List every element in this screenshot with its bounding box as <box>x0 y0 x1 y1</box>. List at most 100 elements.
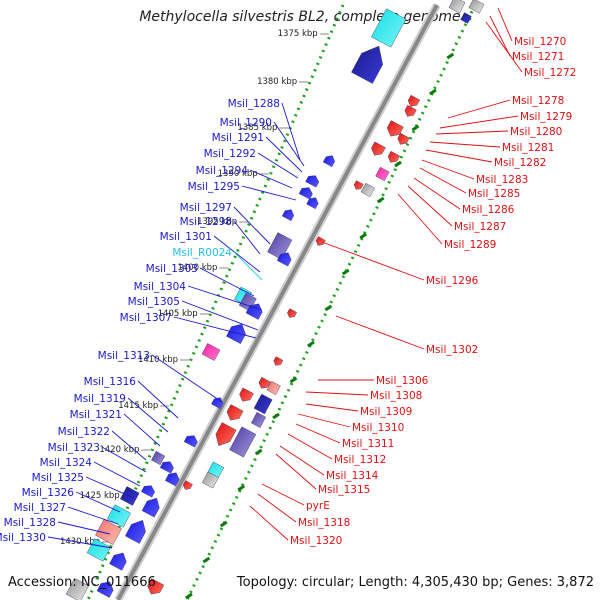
right-label-leader <box>447 99 511 119</box>
left-label-leader <box>199 267 255 297</box>
right-label-leader <box>489 15 511 57</box>
kbp-tick-label: 1415 kbp <box>118 401 158 411</box>
gene-feature <box>375 166 390 182</box>
gene-label-right: Msil_1279 <box>520 111 572 123</box>
gene-feature <box>96 581 114 598</box>
accession-text: Accession: NC_011666 <box>8 575 156 590</box>
left-label-leader <box>151 354 223 403</box>
strand-tick <box>429 88 437 96</box>
gene-label-left: Msil_1307 <box>120 312 172 324</box>
gene-label-right: Msil_1308 <box>370 390 422 402</box>
gene-feature <box>226 323 246 344</box>
gene-feature <box>183 435 198 448</box>
kbp-tick-label: 1395 kbp <box>197 217 237 227</box>
left-label-leader <box>111 430 147 461</box>
gene-feature <box>298 187 313 200</box>
gene-label-left: Msil_1305 <box>128 296 180 308</box>
gene-feature <box>182 480 193 490</box>
strand-tick <box>237 484 246 492</box>
kbp-tick-label: 1375 kbp <box>278 29 318 39</box>
gene-label-right: Msil_1296 <box>426 275 479 287</box>
left-label-leader <box>187 285 263 311</box>
left-label-leader <box>93 461 141 487</box>
left-label-leader <box>47 536 113 549</box>
gene-label-right: Msil_1283 <box>476 174 528 186</box>
gene-feature <box>165 472 180 487</box>
kbp-tick-label: 1430 kbp <box>60 537 100 547</box>
gene-label-left: Msil_1295 <box>188 181 240 193</box>
strand-tick <box>359 232 368 240</box>
gene-label-left: Msil_1326 <box>22 487 75 499</box>
right-label-leader <box>261 483 305 506</box>
forward-strand-guide <box>185 4 477 600</box>
right-label-leader <box>279 445 325 476</box>
gene-feature <box>353 180 364 190</box>
gene-label-right: Msil_1312 <box>334 454 386 466</box>
gene-label-left: Msil_1298 <box>180 216 232 228</box>
gene-feature <box>306 197 319 210</box>
right-label-leader <box>497 7 513 42</box>
gene-feature <box>147 578 165 595</box>
strand-tick <box>411 124 420 132</box>
gene-label-left: Msil_1294 <box>196 165 249 177</box>
gene-label-left: Msil_1304 <box>134 281 187 293</box>
right-label-leader <box>485 21 523 73</box>
gene-label-right: Msil_1314 <box>326 470 379 482</box>
gene-feature <box>215 422 237 446</box>
gene-label-left: Msil_1301 <box>160 231 212 243</box>
right-label-leader <box>407 185 453 227</box>
right-label-leader <box>257 493 297 523</box>
gene-label-left: Msil_1321 <box>70 409 122 421</box>
gene-feature <box>125 520 146 544</box>
left-label-leader <box>213 235 261 273</box>
gene-label-right: Msil_1286 <box>462 204 515 216</box>
gene-label-right: Msil_1320 <box>290 535 342 547</box>
gene-feature <box>468 0 485 14</box>
gene-feature <box>253 393 273 415</box>
kbp-tick-label: 1380 kbp <box>257 77 297 87</box>
left-label-leader <box>281 102 301 161</box>
right-label-leader <box>275 453 317 490</box>
gene-feature <box>322 155 336 168</box>
left-label-leader <box>233 206 271 245</box>
kbp-tick-label: 1420 kbp <box>99 445 139 455</box>
gene-label-right: Msil_1289 <box>444 239 496 251</box>
left-label-leader <box>75 491 121 513</box>
gene-label-left: Msil_1303 <box>146 263 198 275</box>
gene-feature <box>258 376 271 389</box>
gene-label-left: Msil_1319 <box>74 393 126 405</box>
left-label-leader <box>249 169 293 189</box>
strand-tick <box>307 340 315 348</box>
gene-label-right: Msil_1287 <box>454 221 506 233</box>
left-label-leader <box>233 251 263 281</box>
gene-label-left: Msil_1291 <box>212 132 264 144</box>
right-label-leader <box>429 141 501 148</box>
gene-label-right: Msil_1285 <box>468 188 520 200</box>
gene-feature <box>460 12 472 24</box>
gene-feature <box>95 519 122 545</box>
strand-tick <box>272 412 280 420</box>
gene-feature <box>273 356 284 366</box>
gene-feature <box>386 120 404 137</box>
left-label-leader <box>57 521 111 535</box>
strand-tick <box>341 268 350 276</box>
left-label-leader <box>181 300 259 331</box>
topology-text: Topology: circular; Length: 4,305,430 bp… <box>236 575 594 590</box>
gene-feature <box>281 209 295 222</box>
strand-tick <box>289 376 298 384</box>
gene-feature <box>65 578 89 600</box>
right-label-leader <box>297 413 351 428</box>
gene-label-right: Msil_1302 <box>426 344 478 356</box>
left-label-leader <box>85 476 135 499</box>
gene-label-right: Msil_1306 <box>376 375 429 387</box>
right-label-leader <box>419 167 467 194</box>
gene-label-left: Msil_1327 <box>14 502 66 514</box>
gene-feature <box>266 380 281 396</box>
gene-feature <box>448 0 466 14</box>
gene-feature <box>315 236 326 246</box>
gene-label-right: Msil_1271 <box>512 51 564 63</box>
right-label-leader <box>413 177 461 210</box>
gene-label-left: Msil_1324 <box>40 457 93 469</box>
left-label-leader <box>265 136 303 173</box>
